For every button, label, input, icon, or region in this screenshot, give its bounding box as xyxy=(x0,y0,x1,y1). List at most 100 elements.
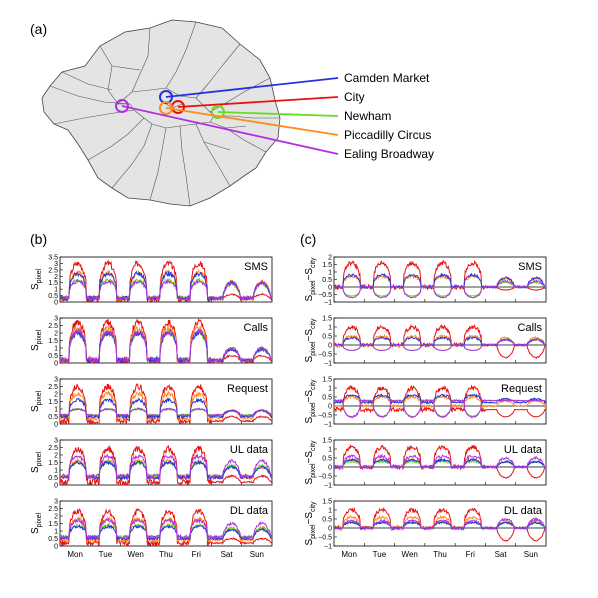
series-line-city xyxy=(60,444,272,485)
x-tick-label-sat: Sat xyxy=(495,550,508,559)
y-tick-label: 1.5 xyxy=(48,399,58,406)
y-tick-label: 3 xyxy=(54,377,58,384)
leader-line-camden-market xyxy=(165,77,339,98)
y-tick-label: 0 xyxy=(54,483,58,490)
y-tick-label: 0 xyxy=(328,343,332,350)
series-group xyxy=(60,318,272,363)
plot-title: UL data xyxy=(230,444,269,456)
marker-ealing-broadway xyxy=(115,99,129,113)
plot-title: Calls xyxy=(244,322,269,334)
y-tick-label: 1 xyxy=(328,447,332,454)
plot-b-calls: 00.511.522.53 Calls Spixel xyxy=(30,316,273,368)
x-tick-label-tue: Tue xyxy=(99,550,113,559)
y-tick-label: 0 xyxy=(328,285,332,292)
y-tick-label: 1 xyxy=(328,270,332,277)
y-tick-label: 3 xyxy=(54,499,58,506)
y-tick-label: 1 xyxy=(328,508,332,515)
series-group xyxy=(334,443,546,479)
y-tick-label: 1.5 xyxy=(48,521,58,528)
plot-title: Calls xyxy=(518,322,543,334)
y-tick-label: 2 xyxy=(54,331,58,338)
series-line-ealing-broadway xyxy=(334,338,546,351)
y-tick-label: 2.5 xyxy=(48,506,58,513)
y-tick-label: −1 xyxy=(324,422,332,429)
y-tick-label: 0.5 xyxy=(322,456,332,463)
y-tick-label: 2.5 xyxy=(48,384,58,391)
x-tick-label-fri: Fri xyxy=(466,550,476,559)
y-tick-label: 2 xyxy=(54,514,58,521)
y-tick-label: −1 xyxy=(324,361,332,368)
map-label-camden-market: Camden Market xyxy=(344,71,430,85)
marker-piccadilly-circus xyxy=(159,101,173,115)
series-line-ealing-broadway xyxy=(334,398,546,419)
x-tick-label-thu: Thu xyxy=(159,550,173,559)
series-group xyxy=(334,384,546,419)
series-group xyxy=(60,508,272,546)
y-tick-label: 2 xyxy=(54,392,58,399)
y-tick-label: 1 xyxy=(54,287,58,294)
y-tick-label: 1.5 xyxy=(322,438,332,445)
series-line-city xyxy=(60,508,272,546)
panel-label-a: (a) xyxy=(30,21,47,37)
y-axis-label: Spixel−Scity xyxy=(304,379,317,424)
y-tick-label: 0 xyxy=(54,361,58,368)
y-tick-label: 1.5 xyxy=(322,499,332,506)
y-tick-label: 1 xyxy=(54,346,58,353)
y-axis-label: Spixel xyxy=(30,513,43,535)
marker-newham xyxy=(211,105,225,119)
y-tick-label: 1 xyxy=(54,407,58,414)
y-axis-label: Spixel xyxy=(30,452,43,474)
y-tick-label: 1.5 xyxy=(322,377,332,384)
series-line-city xyxy=(60,383,272,424)
y-tick-label: 3.5 xyxy=(48,255,58,262)
y-tick-label: 2 xyxy=(54,274,58,281)
map-label-newham: Newham xyxy=(344,109,391,123)
leader-line-piccadilly-circus xyxy=(165,107,339,136)
series-line-city xyxy=(60,318,272,363)
y-tick-label: 3 xyxy=(54,316,58,323)
plot-b-request: 00.511.522.53 Request Spixel xyxy=(30,377,273,429)
series-line-ealing-broadway xyxy=(334,279,546,299)
y-tick-label: 3 xyxy=(54,438,58,445)
series-group xyxy=(60,383,272,424)
panel-label-b: (b) xyxy=(30,231,47,247)
series-line-ealing-broadway xyxy=(60,453,272,480)
plot-title: DL data xyxy=(230,505,269,517)
y-tick-label: −1 xyxy=(324,544,332,551)
series-line-ealing-broadway xyxy=(60,517,272,541)
y-tick-label: 1.5 xyxy=(48,280,58,287)
leader-line-ealing-broadway xyxy=(121,105,339,155)
series-line-camden-market xyxy=(334,393,546,405)
y-tick-label: −0.5 xyxy=(318,535,332,542)
y-axis-label: Spixel xyxy=(30,330,43,352)
y-tick-label: 0.5 xyxy=(48,353,58,360)
y-axis-label: Spixel−Scity xyxy=(304,440,317,485)
series-group xyxy=(334,259,546,299)
plot-frame xyxy=(59,317,273,364)
series-line-camden-market xyxy=(60,459,272,481)
y-axis-label: Spixel xyxy=(30,269,43,291)
map-label-ealing-broadway: Ealing Broadway xyxy=(344,147,434,161)
london-borough-map xyxy=(41,19,281,207)
y-tick-label: 2.5 xyxy=(48,323,58,330)
plot-c-request: −1 −0.5 0 0.5 1 1.5 Request Spixel−Scity xyxy=(304,377,547,429)
plot-title: UL data xyxy=(504,444,543,456)
series-group xyxy=(60,444,272,485)
y-tick-label: 1 xyxy=(328,325,332,332)
y-tick-label: 0 xyxy=(328,404,332,411)
x-tick-label-sun: Sun xyxy=(524,550,538,559)
plot-title: SMS xyxy=(518,261,542,273)
y-tick-label: 0.5 xyxy=(48,293,58,300)
y-tick-label: 0.5 xyxy=(322,334,332,341)
plot-title: SMS xyxy=(244,261,268,273)
y-axis-label: Spixel−Scity xyxy=(304,257,317,302)
plot-c-ul-data: −1 −0.5 0 0.5 1 1.5 UL data Spixel−Scity xyxy=(304,438,547,490)
series-line-ealing-broadway xyxy=(334,516,546,532)
y-tick-label: 1 xyxy=(328,386,332,393)
x-tick-label-fri: Fri xyxy=(192,550,202,559)
x-tick-label-tue: Tue xyxy=(373,550,387,559)
series-line-city xyxy=(334,384,546,418)
plot-b-dl-data: 00.511.522.53 Mon Tue Wen Thu Fri Sat Sun DL dat… xyxy=(30,499,273,559)
y-tick-label: 1.5 xyxy=(48,338,58,345)
plot-c-dl-data: −1 −0.5 0 0.5 1 1.5 Mon Tue Wen Thu Fri Sat Sun DL da… xyxy=(304,499,547,559)
